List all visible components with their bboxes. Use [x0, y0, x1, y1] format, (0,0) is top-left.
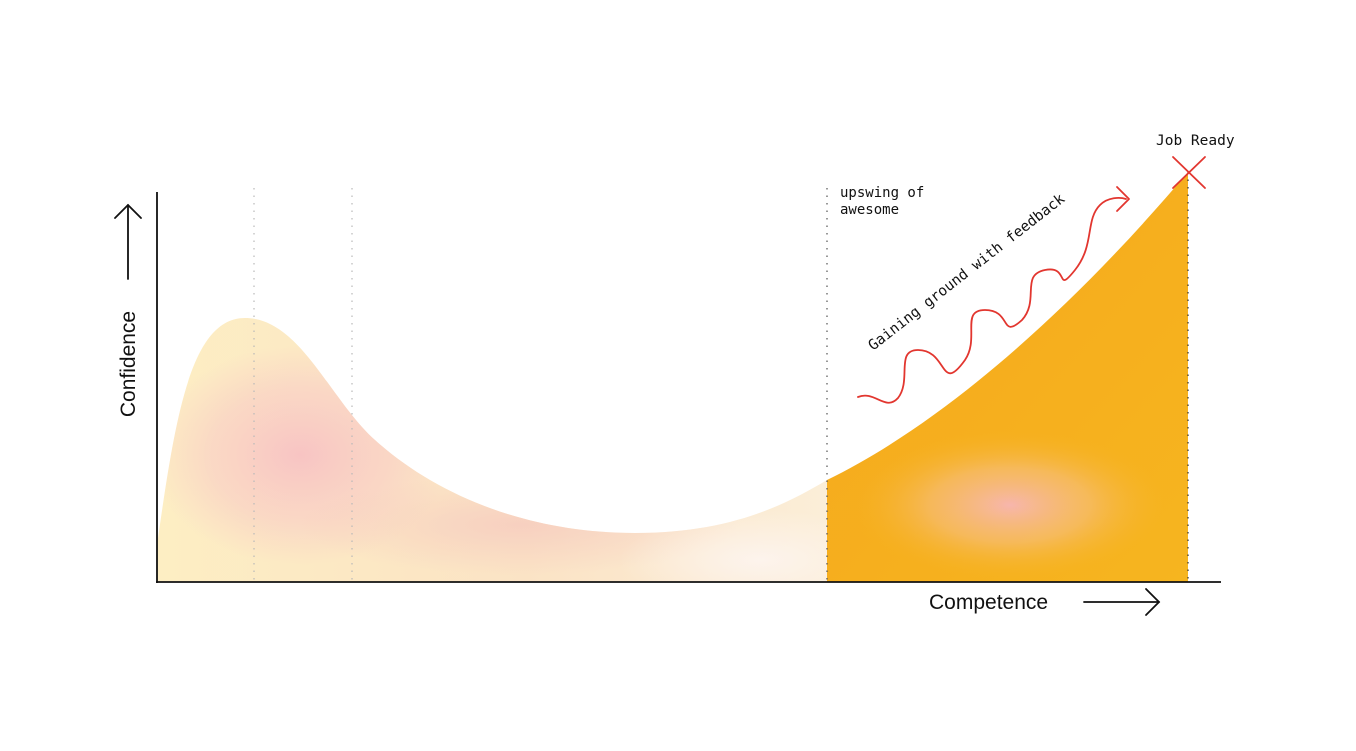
right-curve-area [827, 172, 1188, 582]
feedback-squiggle-icon [857, 186, 1130, 404]
job-ready-cross-icon [1172, 156, 1206, 189]
guide-lines [253, 172, 1189, 580]
upswing-label-line-2: awesome [840, 202, 899, 218]
x-axis-arrow-icon [1083, 588, 1161, 616]
y-axis-label: Confidence [117, 311, 140, 417]
upswing-label-line-1: upswing of [840, 185, 924, 201]
y-axis-arrow-icon [114, 203, 142, 280]
feedback-arrowhead-icon [1116, 186, 1130, 212]
left-curve-area [157, 318, 827, 582]
job-ready-label: Job Ready [1156, 133, 1235, 149]
x-axis-label: Competence [929, 591, 1048, 614]
upswing-label: upswing of awesome [840, 185, 933, 218]
axes [156, 192, 1221, 583]
